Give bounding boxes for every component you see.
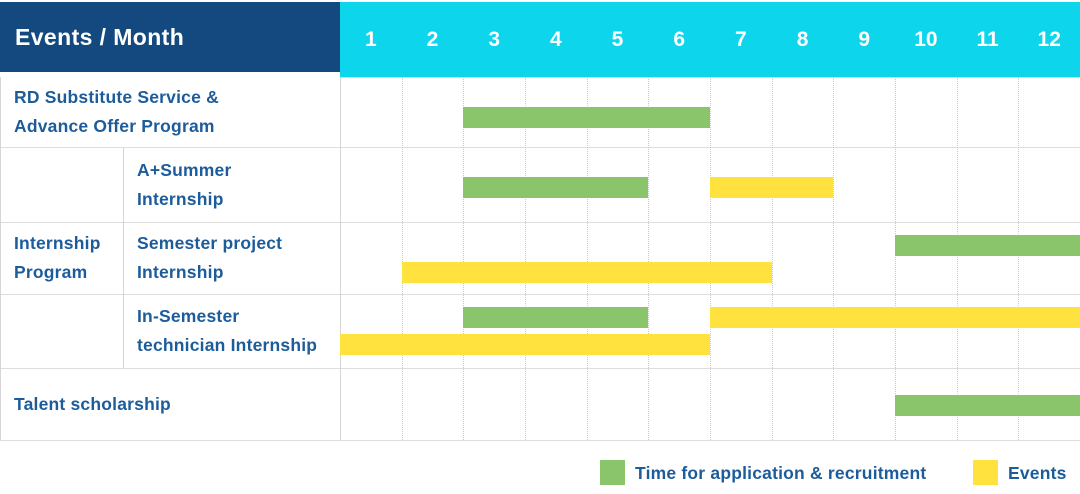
- grid-line-month: [525, 77, 526, 440]
- month-label: 6: [673, 27, 686, 51]
- grid-line-month: [1018, 77, 1019, 440]
- month-label: 11: [976, 27, 999, 51]
- application-bar: [895, 395, 1080, 416]
- event-bar: [710, 177, 834, 198]
- row-label-rd-substitute-service: RD Substitute Service & Advance Offer Pro…: [0, 77, 340, 147]
- row-label-line: technician Internship: [137, 335, 318, 355]
- row-label-line: RD Substitute Service &: [14, 87, 219, 107]
- corner-header-label: Events / Month: [15, 23, 185, 50]
- grid-line-month: [772, 77, 773, 440]
- table-left-border: [0, 77, 1, 440]
- month-label: 2: [426, 27, 439, 51]
- row-label-line: A+Summer: [137, 159, 232, 180]
- event-legend-swatch: [973, 460, 998, 485]
- row-label-line: Internship: [137, 188, 224, 209]
- month-label: 5: [611, 27, 624, 51]
- grid-line-month: [648, 77, 649, 440]
- event-bar: [401, 262, 772, 283]
- month-label: 4: [550, 27, 562, 51]
- month-label: 8: [796, 27, 809, 51]
- group-label-internship-program: Internship Program: [0, 147, 123, 368]
- grid-line-month: [463, 77, 464, 440]
- months-header: 1 2 3 4 5 6 7 8 9 10 11 12: [340, 2, 1080, 77]
- label-chart-divider: [340, 77, 341, 440]
- grid-line-month: [587, 77, 588, 440]
- row-label-line: Semester project: [137, 233, 283, 253]
- grid-line-month: [710, 77, 711, 440]
- row-label-in-semester-technician-internship: In-Semester technician Internship: [123, 294, 340, 368]
- application-legend-label: Time for application & recruitment: [635, 463, 927, 483]
- month-label: 10: [914, 27, 938, 51]
- row-label-talent-scholarship: Talent scholarship: [0, 368, 340, 440]
- grid-line-month: [957, 77, 958, 440]
- month-label: 3: [488, 27, 501, 51]
- grid-line-horizontal: [0, 147, 1080, 148]
- month-label: 1: [364, 27, 377, 51]
- group-label-line: Program: [14, 261, 88, 282]
- grid-line-month: [402, 77, 403, 440]
- grid-line-horizontal: [0, 222, 1080, 223]
- application-bar: [895, 235, 1080, 256]
- row-label-line: Talent scholarship: [14, 393, 171, 414]
- grid-line-month: [895, 77, 896, 440]
- event-bar: [710, 307, 1080, 328]
- grid-line-horizontal: [0, 440, 1080, 441]
- group-label-line: Internship: [14, 232, 101, 253]
- corner-header-cell: Events / Month: [0, 2, 340, 72]
- application-bar: [463, 107, 710, 128]
- application-bar: [463, 307, 649, 328]
- grid-line-horizontal: [0, 294, 1080, 295]
- group-sub-divider: [123, 147, 124, 368]
- row-label-line: Advance Offer Program: [14, 116, 215, 136]
- grid-line-horizontal: [0, 368, 1080, 369]
- event-bar: [340, 334, 710, 355]
- event-legend-label: Events: [1008, 463, 1067, 483]
- row-label-line: In-Semester: [137, 306, 240, 326]
- application-bar: [463, 177, 649, 198]
- month-label: 7: [735, 27, 747, 51]
- row-label-a-plus-summer-internship: A+Summer Internship: [123, 147, 340, 222]
- row-label-semester-project-internship: Semester project Internship: [123, 222, 340, 294]
- month-label: 9: [858, 27, 871, 51]
- legend: Time for application & recruitment Event…: [0, 460, 1080, 485]
- grid-line-month: [833, 77, 834, 440]
- row-label-line: Internship: [137, 262, 224, 282]
- application-legend-swatch: [600, 460, 625, 485]
- month-label: 12: [1037, 27, 1061, 51]
